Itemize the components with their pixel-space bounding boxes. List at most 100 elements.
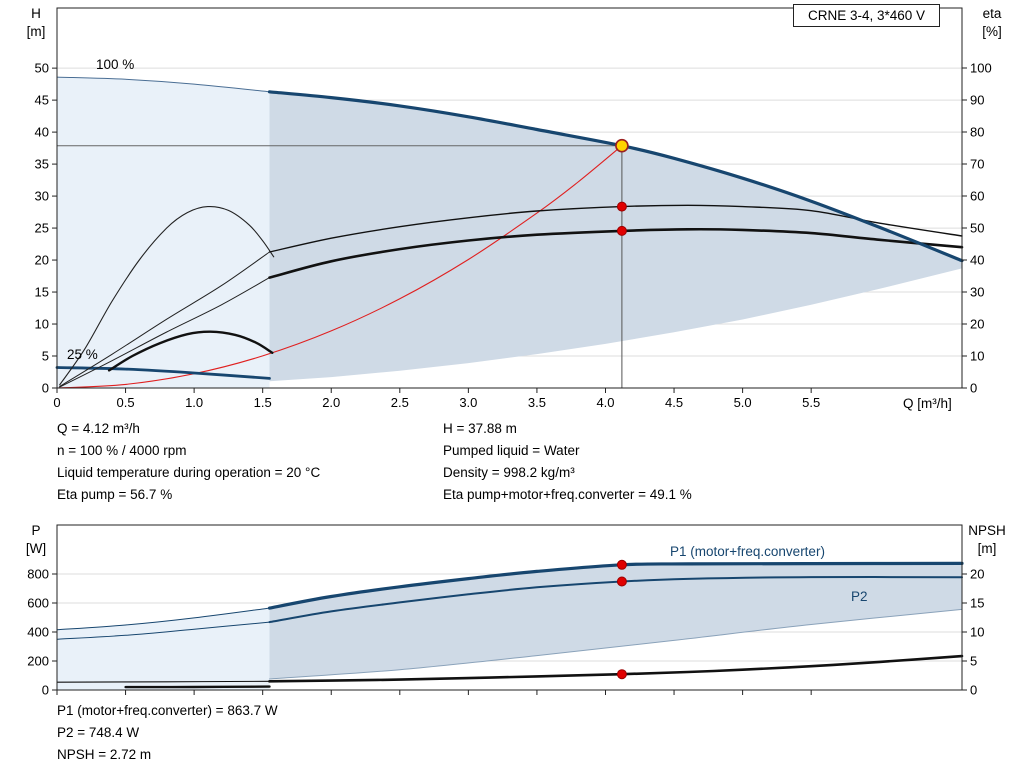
- h-axis-title: H: [31, 6, 41, 21]
- p1-curve: [267, 561, 964, 610]
- tick-label: 600: [27, 596, 49, 611]
- eta-pump-point: [616, 201, 627, 212]
- tick-label: 0: [53, 395, 60, 410]
- tick-label: 0: [42, 381, 49, 396]
- chart-pn: 0 200 400 600 800 0 5 10 15 20: [27, 524, 984, 698]
- eta-arc-low-speed: [59, 205, 275, 386]
- tick-label: 5.0: [734, 395, 752, 410]
- tick-label: 0.5: [117, 395, 135, 410]
- p2-point: [616, 576, 627, 587]
- tick-label: 1.0: [185, 395, 203, 410]
- eta-axis-title: eta: [982, 6, 1002, 21]
- low-flow-region-power: [57, 608, 270, 690]
- result-panel-bottom: P1 (motor+freq.converter) = 863.7 W P2 =…: [57, 700, 278, 766]
- h-axis-unit: [m]: [26, 24, 46, 39]
- tick-label: 4.5: [665, 395, 683, 410]
- result-panel-right: H = 37.88 m Pumped liquid = Water Densit…: [443, 418, 692, 506]
- p2-thin-extension: [56, 621, 270, 640]
- tick-label: 3.0: [459, 395, 477, 410]
- p-axis-unit: [W]: [25, 541, 47, 556]
- tick-label: 0: [970, 683, 977, 698]
- speed-100-label: 100 %: [96, 57, 135, 72]
- tick-label: 60: [970, 189, 984, 204]
- power-envelope: [269, 563, 962, 679]
- tick-label: 800: [27, 567, 49, 582]
- tick-label: 100: [970, 61, 992, 76]
- tick-label: 3.5: [528, 395, 546, 410]
- npsh-thin-extension: [56, 680, 271, 683]
- tick-label: 0: [42, 683, 49, 698]
- result-q: Q = 4.12 m³/h: [57, 421, 140, 436]
- tick-label: 50: [35, 61, 49, 76]
- tick-label: 40: [35, 125, 49, 140]
- result-eta-total: Eta pump+motor+freq.converter = 49.1 %: [443, 487, 692, 502]
- min-power-line: [269, 608, 963, 680]
- operating-point[interactable]: [615, 138, 629, 153]
- result-p1: P1 (motor+freq.converter) = 863.7 W: [57, 703, 278, 718]
- result-panel-left: Q = 4.12 m³/h n = 100 % / 4000 rpm Liqui…: [57, 418, 320, 506]
- eta-arc-small: [107, 330, 274, 372]
- plot-frame: [56, 524, 963, 691]
- tick-label: 5: [970, 654, 977, 669]
- chart-qh: 0 0.5 1.0 1.5 2.0 2.5 3.0 3.5 4.0 4.5 5.0 5.5 0 5 10 15…: [35, 7, 992, 411]
- tick-label: 5.5: [802, 395, 820, 410]
- result-npsh: NPSH = 2.72 m: [57, 747, 152, 762]
- result-p2: P2 = 748.4 W: [57, 725, 140, 740]
- p2-curve: [268, 576, 963, 624]
- tick-label: 50: [970, 221, 984, 236]
- eta-axis-unit: [%]: [982, 24, 1002, 39]
- npsh-axis-unit: [m]: [977, 541, 997, 556]
- npsh-point: [616, 669, 627, 680]
- npsh-min-speed: [124, 685, 271, 689]
- eta-rise-line-a: [59, 251, 270, 387]
- tick-label: 0: [970, 381, 977, 396]
- q-axis-label: Q [m³/h]: [903, 396, 952, 411]
- speed-25-label: 25 %: [67, 347, 98, 362]
- tick-label: 25: [35, 221, 49, 236]
- axes-qh: 0 0.5 1.0 1.5 2.0 2.5 3.0 3.5 4.0 4.5 5.0 5.5 0 5 10 15…: [35, 61, 992, 411]
- tick-label: 80: [970, 125, 984, 140]
- axes-pn: 0 200 400 600 800 0 5 10 15 20: [27, 567, 984, 698]
- result-h: H = 37.88 m: [443, 421, 517, 436]
- tick-label: 20: [35, 253, 49, 268]
- p1-point: [616, 559, 627, 570]
- tick-label: 40: [970, 253, 984, 268]
- p2-curve-label: P2: [851, 589, 868, 604]
- operating-envelope: [269, 91, 962, 382]
- result-temp: Liquid temperature during operation = 20…: [57, 465, 321, 480]
- eta-rise-line-b: [59, 277, 270, 388]
- tick-label: 35: [35, 157, 49, 172]
- tick-label: 45: [35, 93, 49, 108]
- result-liquid: Pumped liquid = Water: [443, 443, 580, 458]
- tick-label: 10: [35, 317, 49, 332]
- npsh-axis-title: NPSH: [968, 523, 1006, 538]
- tick-label: 70: [970, 157, 984, 172]
- tick-label: 20: [970, 317, 984, 332]
- p1-thin-extension: [56, 607, 270, 631]
- result-n: n = 100 % / 4000 rpm: [57, 443, 187, 458]
- pump-type-box: CRNE 3-4, 3*460 V: [793, 4, 940, 27]
- low-flow-region: [57, 77, 270, 388]
- tick-label: 400: [27, 625, 49, 640]
- tick-label: 30: [970, 285, 984, 300]
- tick-label: 15: [970, 596, 984, 611]
- tick-label: 10: [970, 625, 984, 640]
- p1-curve-label: P1 (motor+freq.converter): [670, 544, 825, 559]
- tick-label: 5: [42, 349, 49, 364]
- plot-frame: [56, 7, 963, 389]
- tick-label: 15: [35, 285, 49, 300]
- system-curve: [56, 145, 623, 389]
- pump-curve-min-speed: [55, 366, 271, 380]
- tick-label: 4.0: [596, 395, 614, 410]
- p-axis-title: P: [31, 523, 41, 538]
- tick-label: 10: [970, 349, 984, 364]
- result-eta-pump: Eta pump = 56.7 %: [57, 487, 173, 502]
- tick-label: 30: [35, 189, 49, 204]
- tick-label: 2.5: [391, 395, 409, 410]
- tick-label: 1.5: [254, 395, 272, 410]
- result-density: Density = 998.2 kg/m³: [443, 465, 575, 480]
- eta-total-point: [616, 225, 627, 236]
- tick-label: 90: [970, 93, 984, 108]
